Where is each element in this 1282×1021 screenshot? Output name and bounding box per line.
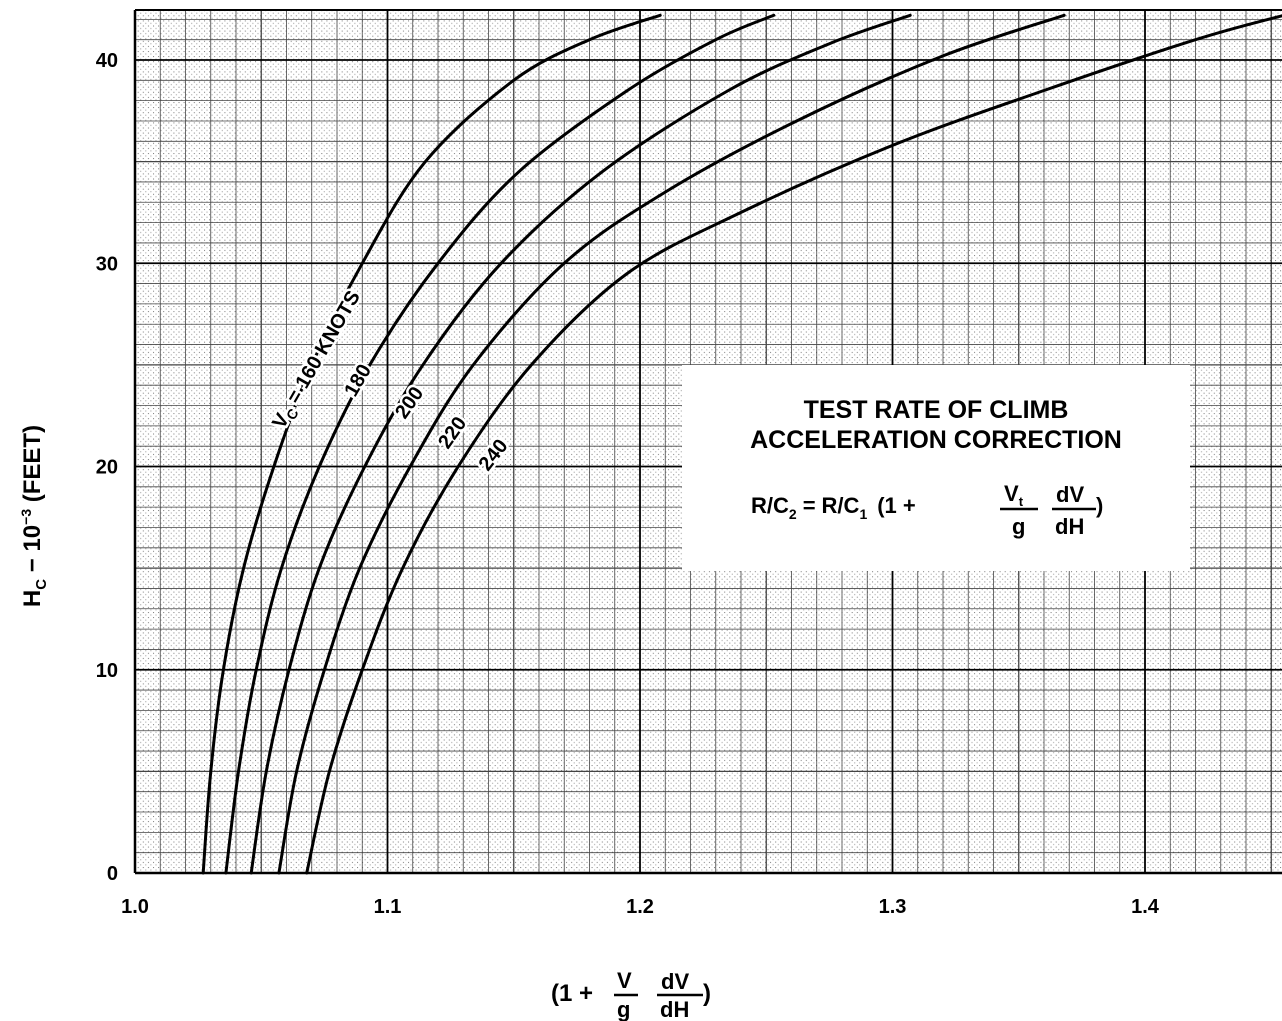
y-tick-label: 0 [107, 863, 118, 885]
eq-rhs: R/C [822, 493, 860, 518]
curve-200 [249, 13, 912, 875]
eq-den2: dH [1055, 514, 1084, 539]
y-axis-label: HC − 10−3 (FEET) [18, 425, 50, 607]
eq-num2: dV [1056, 482, 1084, 507]
eq-rhs-sub: 1 [859, 506, 867, 522]
svg-text:R/C2=R/C1(1 +: R/C2 = R/C1 (1 + [751, 493, 916, 522]
curve-180 [224, 13, 776, 875]
y-tick-label: 40 [96, 50, 118, 72]
xl-num1: V [617, 968, 632, 993]
y-tick-label: 10 [96, 660, 118, 682]
y-tick-label: 30 [96, 253, 118, 275]
xl-close: ) [703, 980, 711, 1007]
x-tick-label: 1.3 [879, 896, 907, 918]
svg-text:Vt: Vt [1004, 481, 1024, 509]
xl-num2: dV [661, 969, 689, 994]
info-box: TEST RATE OF CLIMB ACCELERATION CORRECTI… [682, 365, 1190, 571]
eq-num1: V [1004, 481, 1019, 506]
xl-den2: dH [660, 997, 689, 1021]
equation: R/C2 = R/C1 (1 + Vt g dV dH ) [751, 481, 1103, 539]
xl-open: (1 + [551, 980, 593, 1007]
x-tick-label: 1.1 [374, 896, 402, 918]
svg-text:HC − 10−3 (FEET): HC − 10−3 (FEET) [18, 425, 50, 607]
x-tick-label: 1.0 [121, 896, 149, 918]
y-tick-label: 20 [96, 457, 118, 479]
axes: 1.0 1.1 1.2 1.3 1.4 0 10 20 30 40 [96, 9, 1282, 918]
chart-subtitle: ACCELERATION CORRECTION [750, 426, 1122, 454]
eq-close: ) [1096, 493, 1103, 518]
x-axis-label: (1 + V g dV dH ) [551, 968, 711, 1021]
x-tick-label: 1.4 [1131, 896, 1160, 918]
minor-gridlines [135, 10, 1282, 873]
xl-den1: g [617, 997, 630, 1021]
curve-v-c-160-knots [201, 13, 662, 875]
eq-equals: = [803, 493, 816, 518]
curve-240 [305, 14, 1282, 875]
eq-den1: g [1012, 514, 1025, 539]
x-tick-label: 1.2 [626, 896, 654, 918]
eq-open: (1 + [877, 493, 916, 518]
eq-lhs: R/C [751, 493, 789, 518]
curve-220 [277, 13, 1066, 875]
eq-num1-sub: t [1019, 494, 1024, 509]
eq-lhs-sub: 2 [789, 506, 797, 522]
chart-title: TEST RATE OF CLIMB [804, 396, 1069, 424]
